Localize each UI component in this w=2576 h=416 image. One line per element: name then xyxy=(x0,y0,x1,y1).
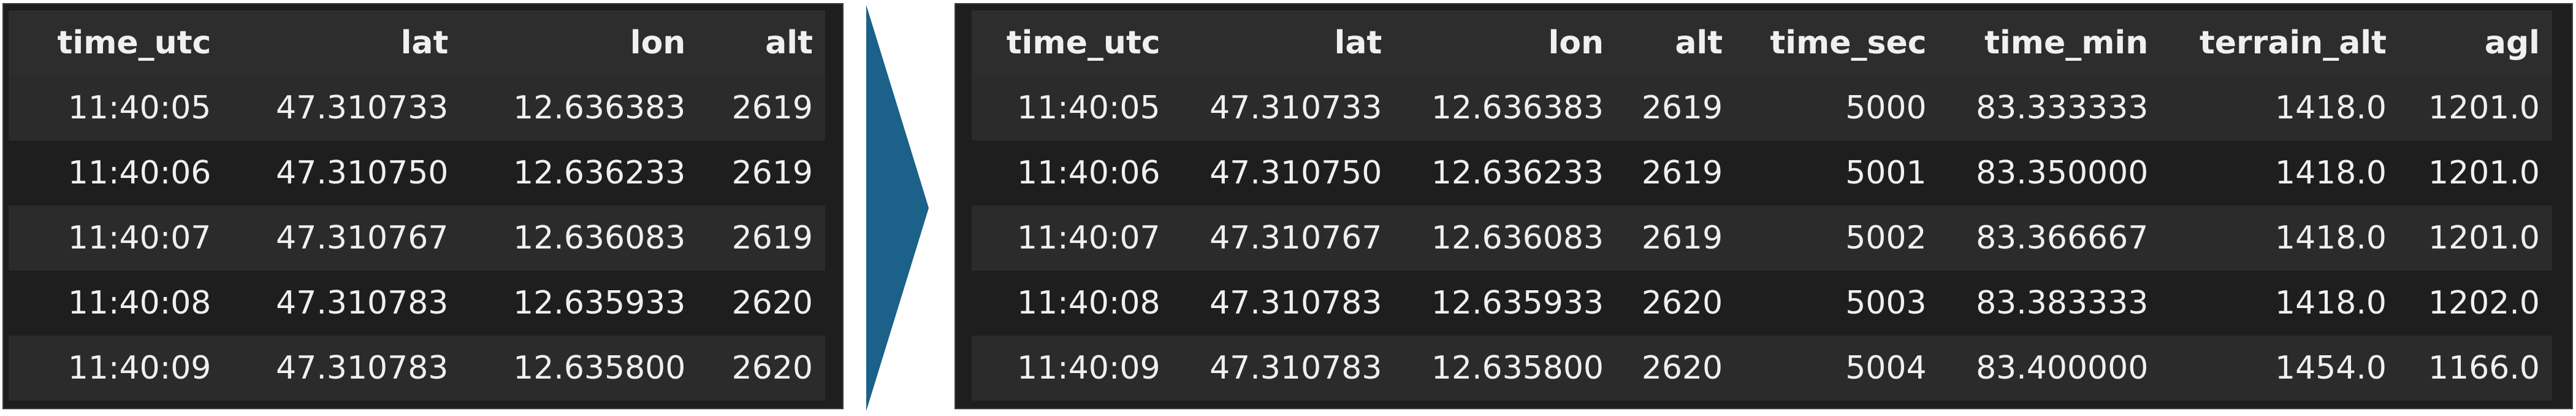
table-row: 11:40:09 47.310783 12.635800 2620 5004 8… xyxy=(972,336,2552,401)
cell-time-utc: 11:40:05 xyxy=(1017,90,1160,126)
cell-time-utc: 11:40:08 xyxy=(67,285,211,322)
column-header-agl: agl xyxy=(2484,25,2540,61)
cell-terrain-alt: 1418.0 xyxy=(2275,220,2387,256)
cell-agl: 1201.0 xyxy=(2428,220,2540,256)
cell-terrain-alt: 1418.0 xyxy=(2275,285,2387,322)
cell-time-sec: 5000 xyxy=(1845,90,1927,126)
cell-lon: 12.635933 xyxy=(513,285,686,322)
table-row: 11:40:08 47.310783 12.635933 2620 5003 8… xyxy=(972,271,2552,336)
cell-lat: 47.310767 xyxy=(276,220,449,256)
cell-time-sec: 5003 xyxy=(1845,285,1927,322)
cell-lon: 12.636083 xyxy=(1431,220,1604,256)
cell-lat: 47.310750 xyxy=(276,155,449,191)
cell-alt: 2620 xyxy=(731,285,813,322)
cell-lon: 12.635933 xyxy=(1431,285,1604,322)
table-row: 11:40:09 47.310783 12.635800 2620 xyxy=(9,336,825,401)
cell-lat: 47.310733 xyxy=(276,90,449,126)
column-header-lon: lon xyxy=(630,25,686,61)
cell-terrain-alt: 1418.0 xyxy=(2275,155,2387,191)
cell-agl: 1201.0 xyxy=(2428,155,2540,191)
table-header-row: time_utc lat lon alt xyxy=(9,10,825,75)
cell-time-min: 83.383333 xyxy=(1976,285,2149,322)
cell-agl: 1201.0 xyxy=(2428,90,2540,126)
cell-alt: 2619 xyxy=(1641,220,1723,256)
cell-alt: 2620 xyxy=(1641,285,1723,322)
table-row: 11:40:05 47.310733 12.636383 2619 xyxy=(9,75,825,141)
cell-agl: 1202.0 xyxy=(2428,285,2540,322)
column-header-lon: lon xyxy=(1548,25,1604,61)
arrow-shape xyxy=(866,5,929,411)
cell-lon: 12.636233 xyxy=(1431,155,1604,191)
cell-lat: 47.310733 xyxy=(1210,90,1382,126)
cell-time-sec: 5002 xyxy=(1845,220,1927,256)
dataframe-before-panel: time_utc lat lon alt 11:40:05 47.310733 … xyxy=(2,3,844,409)
dataframe-after-panel: time_utc lat lon alt time_sec time_min t… xyxy=(955,3,2573,409)
table-row: 11:40:07 47.310767 12.636083 2619 xyxy=(9,206,825,271)
cell-time-utc: 11:40:06 xyxy=(67,155,211,191)
cell-lon: 12.635800 xyxy=(513,350,686,387)
cell-lat: 47.310783 xyxy=(1210,350,1382,387)
cell-lon: 12.635800 xyxy=(1431,350,1604,387)
column-header-time-utc: time_utc xyxy=(57,25,211,61)
cell-lon: 12.636383 xyxy=(513,90,686,126)
triangle-right-arrow-icon xyxy=(866,5,929,411)
cell-lat: 47.310750 xyxy=(1210,155,1382,191)
cell-time-utc: 11:40:09 xyxy=(67,350,211,387)
cell-alt: 2620 xyxy=(1641,350,1723,387)
table-row: 11:40:07 47.310767 12.636083 2619 5002 8… xyxy=(972,206,2552,271)
column-header-time-utc: time_utc xyxy=(1006,25,1160,61)
cell-lon: 12.636383 xyxy=(1431,90,1604,126)
cell-time-utc: 11:40:08 xyxy=(1017,285,1160,322)
cell-time-sec: 5004 xyxy=(1845,350,1927,387)
cell-time-min: 83.333333 xyxy=(1976,90,2149,126)
cell-time-utc: 11:40:06 xyxy=(1017,155,1160,191)
table-row: 11:40:06 47.310750 12.636233 2619 xyxy=(9,141,825,206)
cell-terrain-alt: 1454.0 xyxy=(2275,350,2387,387)
cell-time-min: 83.400000 xyxy=(1976,350,2149,387)
column-header-alt: alt xyxy=(765,25,813,61)
table-row: 11:40:05 47.310733 12.636383 2619 5000 8… xyxy=(972,75,2552,141)
cell-lat: 47.310783 xyxy=(276,350,449,387)
cell-terrain-alt: 1418.0 xyxy=(2275,90,2387,126)
cell-lon: 12.636233 xyxy=(513,155,686,191)
cell-lat: 47.310767 xyxy=(1210,220,1382,256)
cell-alt: 2619 xyxy=(731,90,813,126)
cell-time-utc: 11:40:07 xyxy=(67,220,211,256)
cell-time-sec: 5001 xyxy=(1845,155,1927,191)
cell-lat: 47.310783 xyxy=(1210,285,1382,322)
table-row: 11:40:08 47.310783 12.635933 2620 xyxy=(9,271,825,336)
cell-lon: 12.636083 xyxy=(513,220,686,256)
cell-time-min: 83.366667 xyxy=(1976,220,2149,256)
cell-alt: 2620 xyxy=(731,350,813,387)
cell-time-min: 83.350000 xyxy=(1976,155,2149,191)
column-header-time-sec: time_sec xyxy=(1770,25,1927,61)
column-header-lat: lat xyxy=(400,25,449,61)
cell-lat: 47.310783 xyxy=(276,285,449,322)
table-row: 11:40:06 47.310750 12.636233 2619 5001 8… xyxy=(972,141,2552,206)
table-header-row: time_utc lat lon alt time_sec time_min t… xyxy=(972,10,2552,75)
cell-alt: 2619 xyxy=(1641,155,1723,191)
dataframe-before-table: time_utc lat lon alt 11:40:05 47.310733 … xyxy=(9,10,825,401)
column-header-lat: lat xyxy=(1334,25,1382,61)
cell-agl: 1166.0 xyxy=(2428,350,2540,387)
dataframe-after-table: time_utc lat lon alt time_sec time_min t… xyxy=(972,10,2552,401)
cell-alt: 2619 xyxy=(731,220,813,256)
cell-time-utc: 11:40:05 xyxy=(67,90,211,126)
column-header-time-min: time_min xyxy=(1984,25,2149,61)
cell-time-utc: 11:40:09 xyxy=(1017,350,1160,387)
column-header-terrain-alt: terrain_alt xyxy=(2199,25,2387,61)
cell-alt: 2619 xyxy=(731,155,813,191)
cell-alt: 2619 xyxy=(1641,90,1723,126)
cell-time-utc: 11:40:07 xyxy=(1017,220,1160,256)
column-header-alt: alt xyxy=(1675,25,1723,61)
